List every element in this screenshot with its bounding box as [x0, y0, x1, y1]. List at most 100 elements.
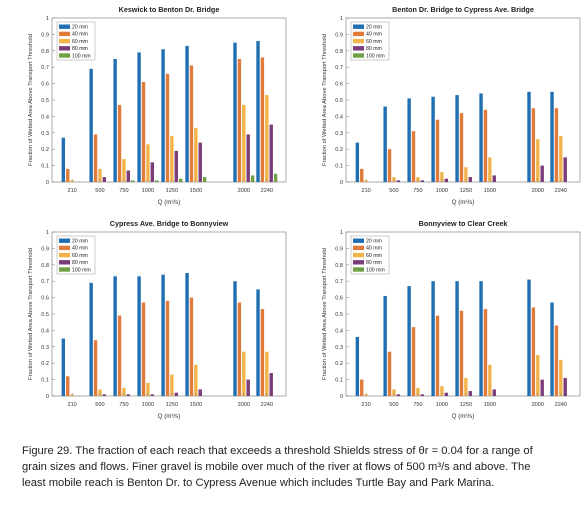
bar-80-mm-q1500	[492, 389, 496, 396]
x-tick-label: 210	[67, 188, 76, 194]
legend-label-40-mm: 40 mm	[366, 246, 382, 252]
bar-60-mm-q1000	[440, 172, 444, 182]
legend-swatch-100-mm	[353, 267, 364, 272]
y-tick-label: 0.9	[41, 246, 49, 252]
chart-title: Keswick to Benton Dr. Bridge	[119, 5, 220, 14]
y-tick-label: 0.9	[335, 32, 343, 38]
legend-swatch-80-mm	[59, 46, 70, 51]
bar-40-mm-q210	[66, 168, 70, 182]
y-tick-label: 0.7	[335, 65, 343, 71]
y-tick-label: 0.7	[335, 279, 343, 285]
bar-80-mm-q1500	[198, 389, 202, 396]
y-tick-label: 0.3	[41, 345, 49, 351]
bar-40-mm-q1250	[165, 73, 170, 182]
legend-label-20-mm: 20 mm	[366, 239, 382, 245]
bar-80-mm-q2240	[269, 373, 273, 396]
x-axis-label: Q (m³/s)	[452, 413, 475, 420]
bar-20-mm-q750	[113, 59, 117, 182]
x-tick-label: 2000	[532, 188, 544, 194]
bar-20-mm-q1250	[161, 274, 165, 396]
figure-chart-grid: Keswick to Benton Dr. Bridge 0 0.1 0.2 0.3 0.…	[28, 5, 581, 420]
x-tick-label: 750	[119, 402, 128, 408]
legend-swatch-20-mm	[353, 24, 364, 29]
bar-60-mm-q1000	[146, 382, 150, 396]
bar-60-mm-q1000	[146, 144, 150, 182]
x-axis-label: Q (m³/s)	[452, 199, 475, 206]
y-tick-label: 0.6	[41, 82, 49, 88]
bar-80-mm-q2000	[246, 379, 250, 396]
y-axis-label: Fraction of Wetted Area Above Transport …	[28, 34, 34, 166]
bar-80-mm-q500	[396, 394, 401, 396]
bar-80-mm-q1000	[150, 394, 155, 396]
y-tick-label: 0	[340, 180, 343, 186]
bar-20-mm-q1250	[455, 281, 459, 396]
legend-swatch-20-mm	[59, 238, 70, 243]
x-tick-label: 2000	[532, 402, 544, 408]
bar-80-mm-q750	[126, 394, 131, 396]
bar-100-mm-q1500	[202, 177, 207, 182]
legend-swatch-60-mm	[353, 38, 364, 44]
bar-60-mm-q500	[98, 389, 102, 396]
bar-20-mm-q750	[407, 98, 411, 182]
y-tick-label: 0.4	[335, 114, 343, 120]
y-tick-label: 1	[340, 16, 343, 22]
bar-60-mm-q1250	[170, 136, 174, 182]
y-tick-label: 0.5	[41, 98, 49, 104]
bar-60-mm-q2240	[265, 95, 269, 182]
bar-40-mm-q2240	[260, 309, 265, 396]
y-tick-label: 0.8	[41, 263, 49, 269]
x-tick-label: 1500	[484, 188, 496, 194]
y-axis-label: Fraction of Wetted Area Above Transport …	[322, 34, 328, 166]
y-axis-label: Fraction of Wetted Area Above Transport …	[28, 248, 34, 380]
bar-40-mm-q2240	[554, 325, 559, 396]
x-tick-label: 1250	[460, 402, 472, 408]
bar-80-mm-q2000	[540, 165, 544, 182]
chart-panel-cypress-to-bonnyview: Cypress Ave. Bridge to Bonnyview 0 0.1 0.2 0…	[28, 219, 287, 420]
y-tick-label: 0.6	[41, 296, 49, 302]
bar-60-mm-q2000	[536, 139, 540, 182]
y-tick-label: 0.4	[335, 328, 343, 334]
legend-swatch-100-mm	[353, 53, 364, 58]
x-tick-label: 210	[361, 402, 370, 408]
bar-20-mm-q210	[355, 336, 360, 396]
bar-20-mm-q2240	[550, 302, 554, 396]
bar-60-mm-q750	[416, 387, 420, 396]
bar-60-mm-q1250	[464, 377, 468, 396]
x-tick-label: 2000	[238, 188, 250, 194]
legend-label-80-mm: 80 mm	[366, 260, 382, 266]
y-tick-label: 0.2	[335, 361, 343, 367]
legend-label-40-mm: 40 mm	[366, 32, 382, 38]
bar-80-mm-q1000	[444, 392, 449, 396]
y-tick-label: 0	[46, 180, 49, 186]
bar-60-mm-q1250	[170, 374, 174, 396]
x-tick-label: 500	[95, 402, 104, 408]
y-tick-label: 0.7	[41, 279, 49, 285]
bar-20-mm-q1000	[431, 281, 435, 396]
bar-20-mm-q500	[89, 68, 93, 182]
x-tick-label: 2240	[555, 188, 567, 194]
bar-80-mm-q1000	[150, 162, 155, 182]
legend-label-80-mm: 80 mm	[366, 46, 382, 52]
bar-80-mm-q1500	[198, 142, 202, 182]
bar-20-mm-q1500	[185, 273, 189, 396]
bar-40-mm-q2000	[237, 302, 242, 396]
bar-20-mm-q2240	[256, 289, 260, 396]
y-tick-label: 0.5	[41, 312, 49, 318]
chart-panel-bonnyview-to-clear-creek: Bonnyview to Clear Creek 0 0.1 0.2 0.3 0.4 0.5…	[322, 219, 581, 420]
bar-40-mm-q750	[117, 315, 122, 396]
bar-20-mm-q1000	[137, 276, 141, 396]
legend-label-100-mm: 100 mm	[366, 53, 385, 59]
bar-40-mm-q1000	[141, 81, 146, 182]
bar-60-mm-q1500	[194, 364, 198, 396]
bar-20-mm-q2240	[256, 40, 260, 183]
legend-swatch-80-mm	[59, 260, 70, 265]
x-tick-label: 2240	[555, 402, 567, 408]
bar-40-mm-q1500	[483, 109, 488, 182]
bar-100-mm-q750	[131, 180, 135, 182]
x-tick-label: 1000	[436, 402, 448, 408]
bar-40-mm-q210	[360, 379, 364, 396]
bar-80-mm-q1250	[468, 391, 472, 396]
x-tick-label: 1500	[190, 188, 202, 194]
bar-20-mm-q2000	[527, 279, 531, 396]
legend-swatch-100-mm	[59, 267, 70, 272]
